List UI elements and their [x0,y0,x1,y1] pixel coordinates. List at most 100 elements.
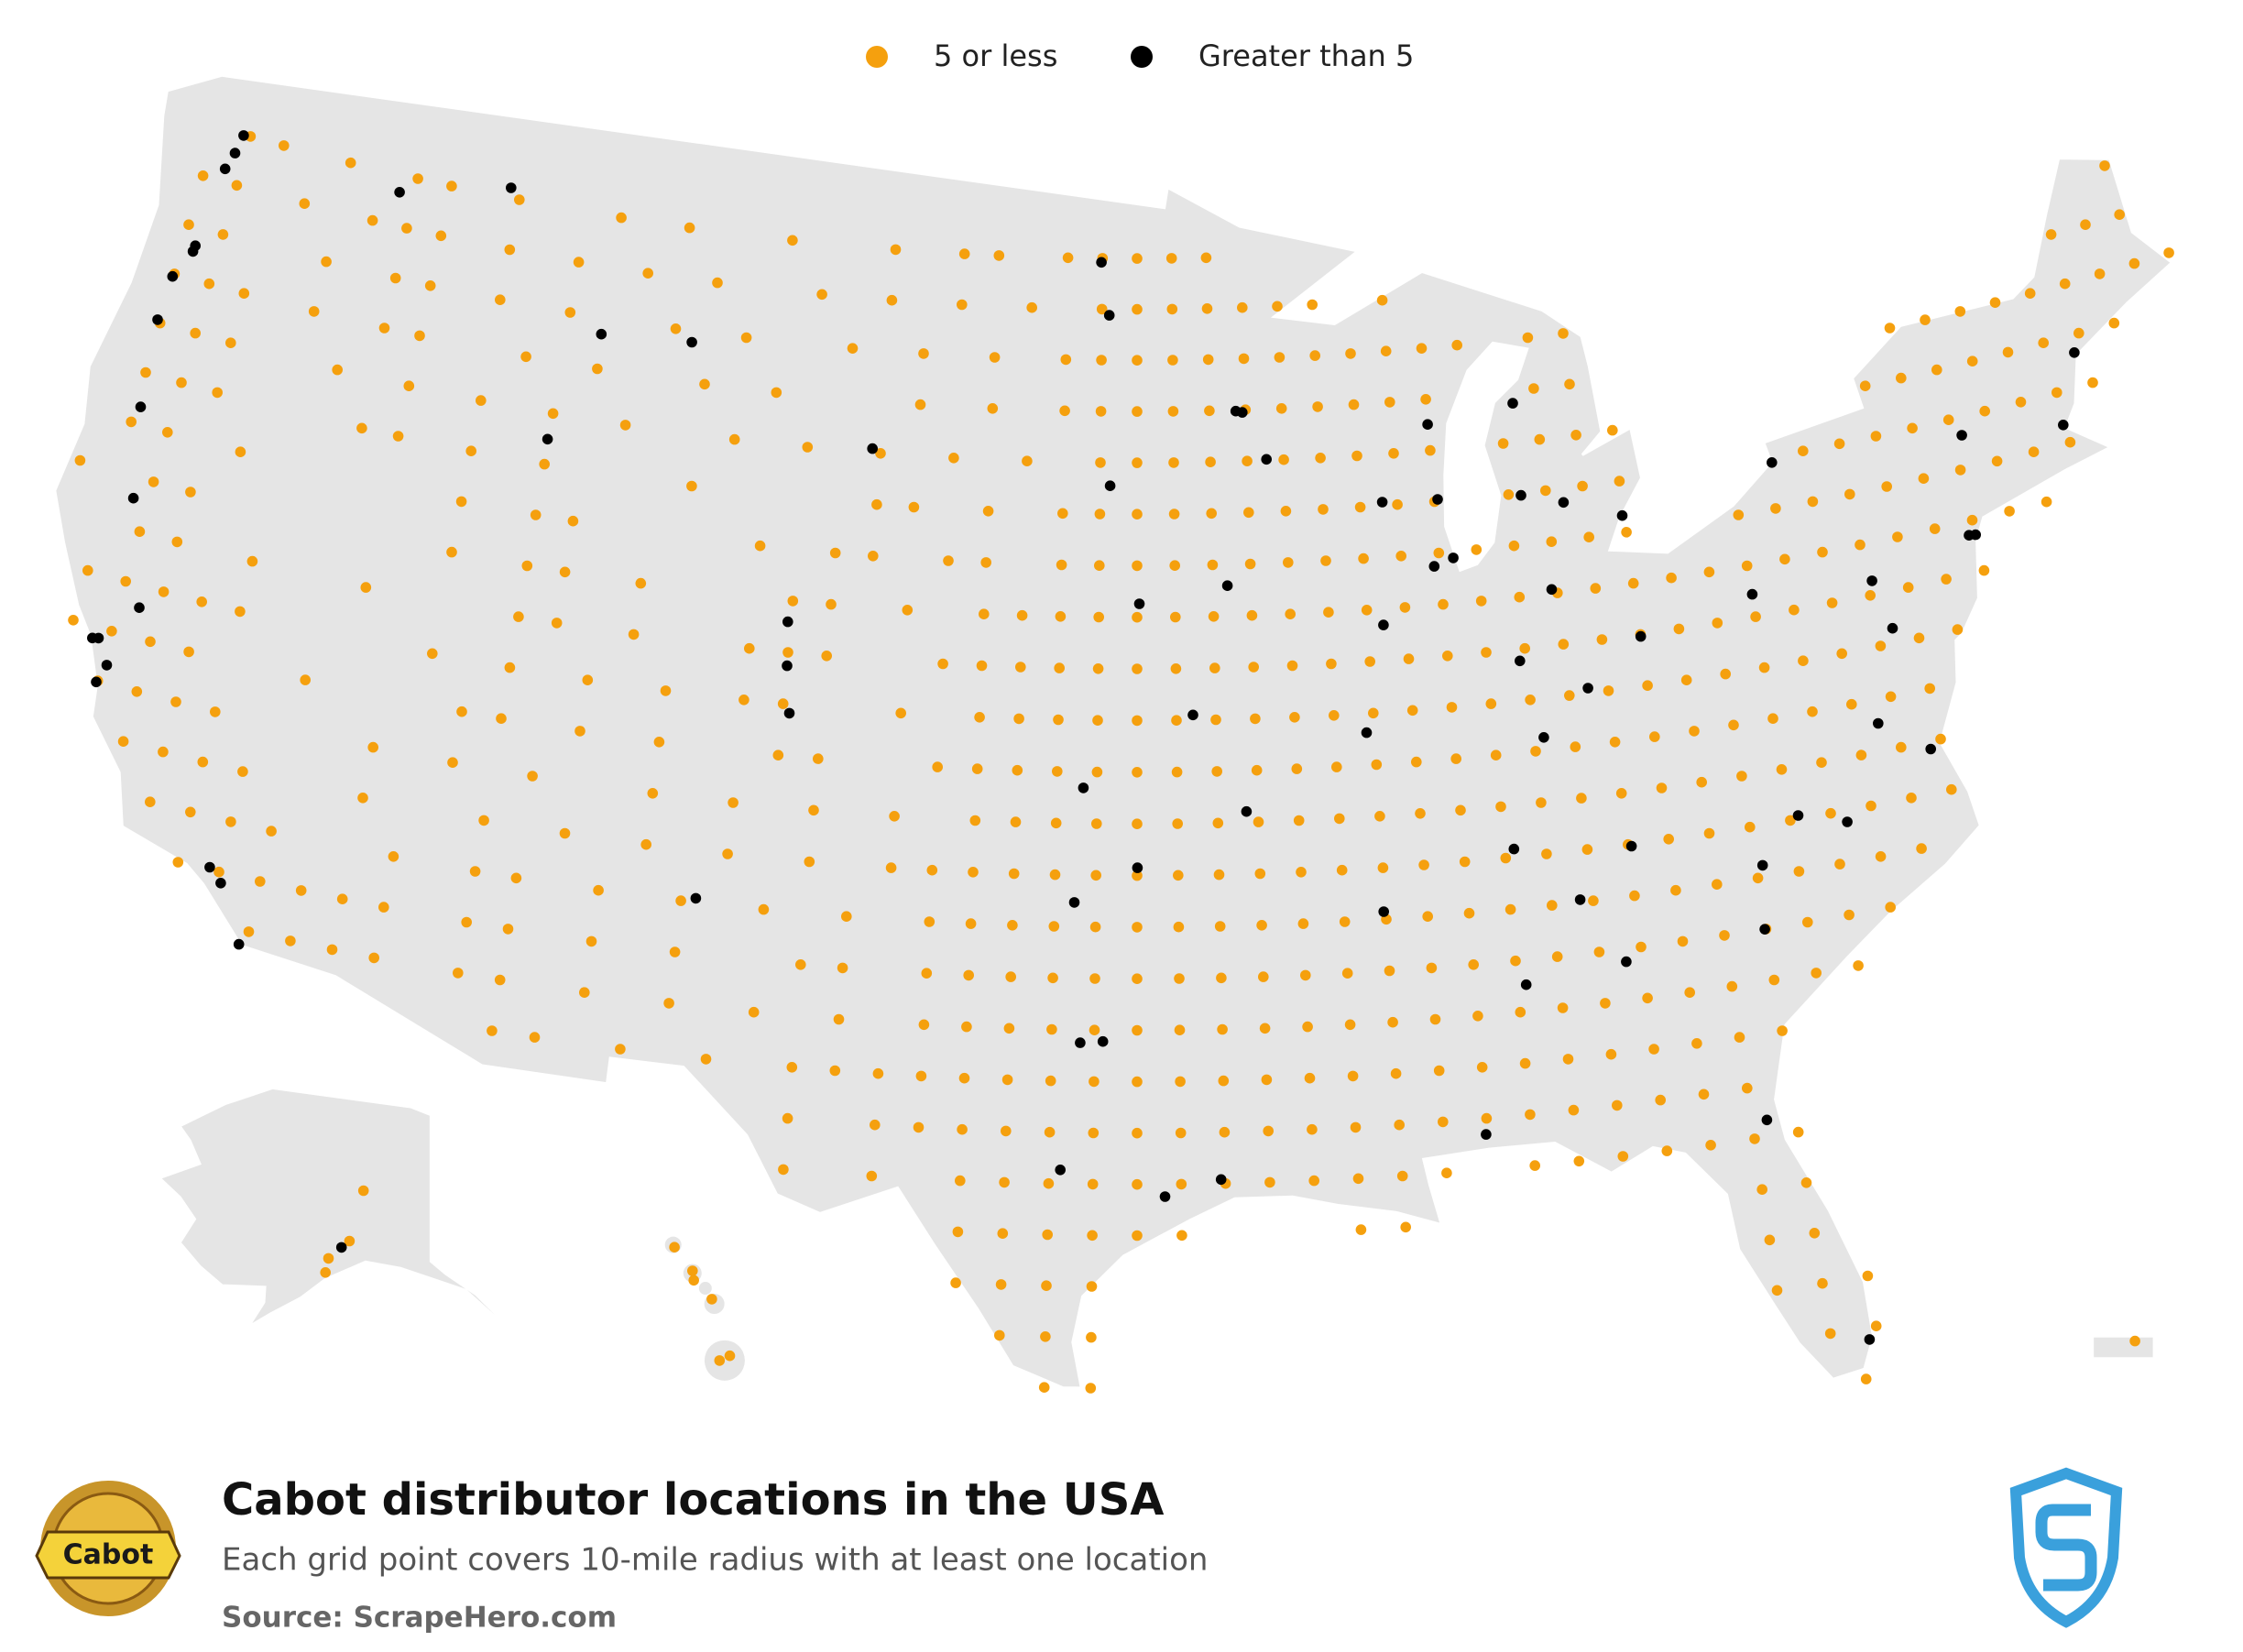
location-dot-low [1490,749,1502,760]
location-dot-low [158,586,170,597]
location-dot-low [1055,611,1067,622]
location-dot-low [1855,539,1866,551]
location-dot-low [1001,1074,1013,1086]
location-dot-low [833,1013,845,1025]
location-dot-low [1750,611,1761,622]
location-dot-low [1411,756,1422,768]
location-dot-low [1438,1116,1449,1128]
location-dot-low [237,766,248,777]
location-dot-high [190,240,201,252]
location-dot-low [847,343,859,355]
location-dot-high [867,443,878,454]
location-dot-low [1093,611,1104,623]
location-dot-low [1495,801,1506,813]
location-dot-low [1132,1178,1143,1190]
location-dot-low [1825,807,1836,819]
location-dot-low [527,771,538,782]
location-dot-low [1095,406,1107,417]
location-dot-low [414,330,425,342]
location-dot-low [567,515,579,527]
location-dot-low [1214,921,1226,932]
location-dot-low [2028,446,2040,458]
location-dot-low [1691,1038,1702,1049]
location-dot-high [1873,717,1884,729]
location-dot-low [1175,1076,1186,1088]
location-dot-low [754,540,766,552]
location-dot-low [2041,496,2052,508]
location-dot-low [1736,771,1747,782]
title: Cabot distributor locations in the USA [222,1474,1164,1526]
location-dot-low [1860,1373,1872,1384]
location-dot-low [145,796,156,807]
location-dot-low [2080,219,2091,230]
location-dot-low [777,698,789,709]
land [53,73,2174,1390]
contiguous-us [53,73,2174,1390]
location-dot-low [68,615,79,626]
location-dot-low [1629,890,1640,902]
location-dot-low [1380,345,1392,357]
location-dot-low [1475,596,1487,607]
location-dot-low [197,756,209,768]
alaska [159,1087,531,1350]
location-dot-low [1205,456,1216,468]
location-dot-low [1680,674,1692,685]
location-dot-low [1170,611,1181,623]
location-dot-low [1728,719,1739,731]
location-dot-low [1698,1089,1710,1100]
location-dot-low [1508,540,1520,552]
location-dot-low [1248,662,1259,673]
location-dot-high [219,163,231,175]
location-dot-low [1132,1127,1143,1139]
location-dot-low [1092,663,1104,674]
location-dot-low [1846,698,1857,710]
location-dot-low [1171,766,1183,778]
location-dot-low [1931,364,1942,376]
location-dot-low [1870,431,1882,442]
location-dot-low [740,332,752,344]
location-dot-low [965,918,977,929]
location-dot-low [1132,922,1143,933]
location-dot-low [412,173,423,184]
location-dot-high [782,660,793,672]
location-dot-low [739,695,749,706]
location-dot-low [1785,815,1796,826]
location-dot-low [326,944,338,956]
location-dot-low [1929,523,1941,534]
location-dot-low [212,387,223,399]
location-dot-low [1712,879,1723,890]
location-dot-low [323,1253,334,1264]
location-dot-low [1966,356,1978,367]
location-dot-low [1091,766,1103,778]
location-dot-low [1696,776,1707,788]
location-dot-low [1451,339,1462,351]
location-dot-low [1209,662,1220,673]
location-dot-low [1481,647,1492,658]
location-dot-low [2094,268,2106,279]
location-dot-high [394,187,405,198]
location-dot-low [1204,405,1215,417]
location-dot-low [2004,506,2015,517]
location-dot-low [231,180,243,191]
location-dot-low [1350,1121,1362,1133]
location-dot-low [1132,1076,1143,1088]
location-dot-low [2128,257,2140,269]
location-dot-low [748,1006,760,1018]
location-dot-low [913,1121,925,1133]
location-dot-low [213,866,224,878]
location-dot-low [1528,383,1539,394]
location-dot-low [469,866,481,877]
location-dot-low [453,968,464,979]
location-dot-low [2129,1335,2140,1347]
location-dot-low [547,408,559,420]
location-dot-low [1824,1328,1836,1340]
location-dot-low [356,422,367,434]
location-dot-low [1132,973,1143,984]
location-dot-low [1720,668,1731,680]
location-dot-low [1396,1170,1408,1182]
location-dot-low [1913,632,1925,644]
location-dot-low [1085,1383,1097,1394]
location-dot-low [997,1228,1009,1239]
location-dot-low [1358,552,1369,564]
location-dot-low [1885,691,1897,703]
